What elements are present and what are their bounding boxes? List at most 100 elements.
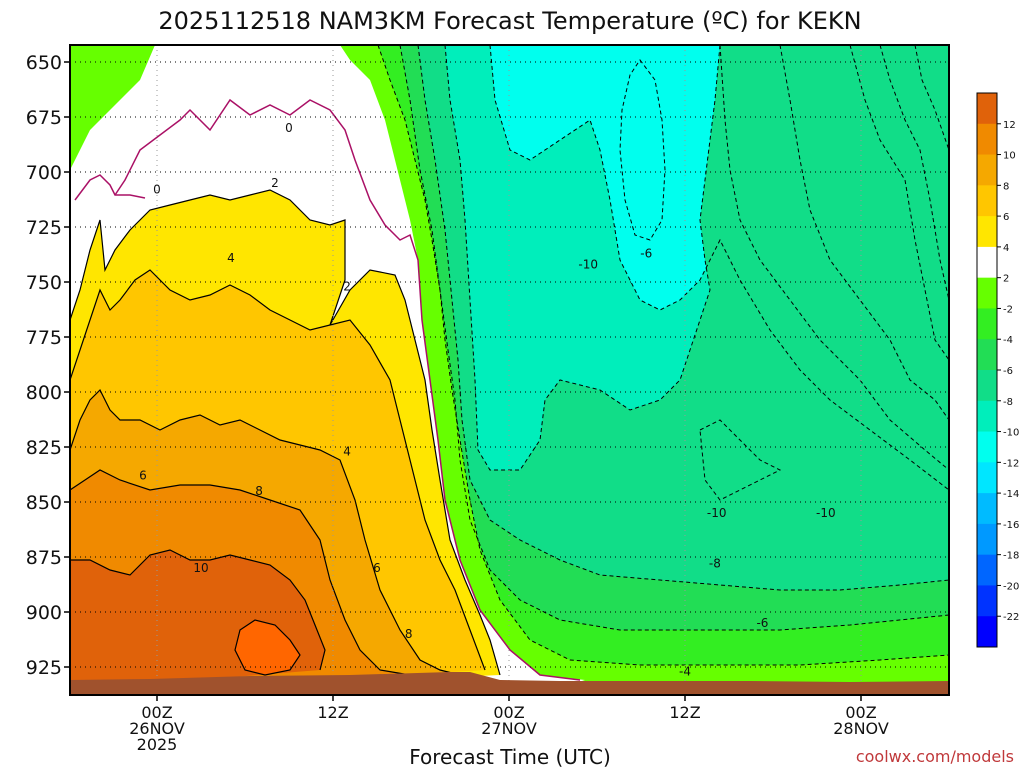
colorbar-label: 8 <box>1003 181 1009 192</box>
colorbar-swatch <box>977 185 997 217</box>
colorbar-swatch <box>977 554 997 586</box>
y-tick-label: 750 <box>26 272 62 294</box>
colorbar-label: -4 <box>1003 335 1013 346</box>
contour-minus12-line <box>719 45 949 471</box>
contour-minus18-line <box>879 45 949 301</box>
y-tick-label: 700 <box>26 162 62 184</box>
contour-label: 6 <box>373 561 381 575</box>
contour-label: 2 <box>343 279 351 293</box>
contour-2-line <box>70 189 501 676</box>
colorbar-swatch <box>977 462 997 494</box>
colorbar-swatch <box>977 400 997 433</box>
contour-label: 8 <box>255 484 263 498</box>
colorbar-swatch <box>977 154 997 186</box>
contour-label: 2 <box>271 176 279 190</box>
colorbar: 12 10 8 6 4 2 -2 -4 -6 -8 -10 -12 -14 -16 -18 -20 -22 <box>976 92 1019 648</box>
colorbar-label: -16 <box>1003 520 1019 531</box>
contour-label: 10 <box>193 561 208 575</box>
temperature-fill <box>70 45 949 695</box>
colorbar-label: 12 <box>1003 120 1016 131</box>
colorbar-label: -2 <box>1003 304 1013 315</box>
colorbar-swatch <box>977 339 997 371</box>
x-tick-label: 2025 <box>137 735 178 754</box>
contour-minus8-line <box>444 45 721 471</box>
contour-0-left-line <box>74 174 146 201</box>
colorbar-label: 4 <box>1003 243 1009 254</box>
chart-title: 2025112518 NAM3KM Forecast Temperature (… <box>158 7 861 35</box>
colorbar-label: -12 <box>1003 458 1019 469</box>
contour-label: 4 <box>343 444 351 458</box>
contour-minus16-line <box>849 45 949 361</box>
credit-text: coolwx.com/models <box>856 747 1014 766</box>
y-axis: 650 675 700 725 750 775 800 825 850 875 900 925 <box>26 52 70 679</box>
x-tick-label: 26NOV <box>129 719 185 738</box>
y-tick-label: 875 <box>26 547 62 569</box>
y-tick-label: 925 <box>26 657 62 679</box>
x-axis-label: Forecast Time (UTC) <box>409 745 611 768</box>
colorbar-swatch <box>977 93 997 125</box>
colorbar-swatch <box>977 246 997 279</box>
colorbar-swatch <box>977 523 997 556</box>
colorbar-label: -18 <box>1003 551 1019 562</box>
contour-label: -10 <box>707 506 727 520</box>
x-tick-label: 12Z <box>669 703 700 722</box>
contour-label: 6 <box>139 469 147 483</box>
colorbar-swatch <box>977 616 997 648</box>
colorbar-label: -10 <box>1003 428 1019 439</box>
contour-0-line <box>114 98 581 681</box>
contour-label: 4 <box>227 251 235 265</box>
x-tick-label: 00Z <box>141 703 172 722</box>
colorbar-label: 6 <box>1003 212 1009 223</box>
ground-terrain <box>70 672 949 695</box>
contour-labels: 0 0 2 4 2 4 6 8 10 6 8 -10 -6 -10 -10 -8 -6 -4 <box>139 121 836 678</box>
colorbar-label: 2 <box>1003 274 1009 285</box>
contour-lines <box>70 45 949 681</box>
contour-minus2-line <box>377 45 949 666</box>
x-tick-label: 27NOV <box>481 719 537 738</box>
colorbar-swatch <box>977 585 997 617</box>
contour-minus10-low-line <box>699 419 782 501</box>
colorbar-swatch <box>977 216 997 248</box>
y-tick-label: 725 <box>26 217 62 239</box>
colorbar-swatch <box>977 493 997 525</box>
y-tick-label: 850 <box>26 492 62 514</box>
contour-label: -6 <box>756 616 768 630</box>
contour-minus14-line <box>779 45 949 421</box>
x-tick-label: 00Z <box>845 703 876 722</box>
y-tick-label: 675 <box>26 107 62 129</box>
colorbar-swatch <box>977 123 997 156</box>
y-tick-label: 650 <box>26 52 62 74</box>
contour-minus10-line <box>489 45 949 491</box>
contour-6-line <box>70 388 461 676</box>
colorbar-swatch <box>977 370 997 402</box>
y-tick-label: 825 <box>26 437 62 459</box>
colorbar-label: -20 <box>1003 581 1019 592</box>
grid <box>70 45 949 695</box>
x-tick-label: 12Z <box>317 703 348 722</box>
contour-label: 0 <box>153 183 161 197</box>
colorbar-label: -6 <box>1003 366 1013 377</box>
contour-label: -4 <box>679 664 691 678</box>
x-tick-label: 00Z <box>493 703 524 722</box>
colorbar-swatch <box>977 308 997 340</box>
contour-label: -10 <box>578 257 598 271</box>
contour-minus20-line <box>914 45 949 151</box>
colorbar-label: -8 <box>1003 397 1013 408</box>
contour-12-line <box>234 619 301 676</box>
colorbar-label: -14 <box>1003 489 1019 500</box>
contour-label: -8 <box>709 557 721 571</box>
y-tick-label: 775 <box>26 327 62 349</box>
x-tick-label: 28NOV <box>833 719 889 738</box>
contour-minus6-island-line <box>619 59 666 241</box>
colorbar-swatch <box>977 277 997 309</box>
y-tick-label: 800 <box>26 382 62 404</box>
colorbar-label: 10 <box>1003 151 1016 162</box>
contour-8-line <box>70 469 411 676</box>
contour-label: -10 <box>816 506 836 520</box>
contour-label: -6 <box>640 246 652 260</box>
contour-label: 0 <box>285 121 293 135</box>
contour-4-line <box>70 269 486 671</box>
contour-minus6-line <box>417 45 949 591</box>
